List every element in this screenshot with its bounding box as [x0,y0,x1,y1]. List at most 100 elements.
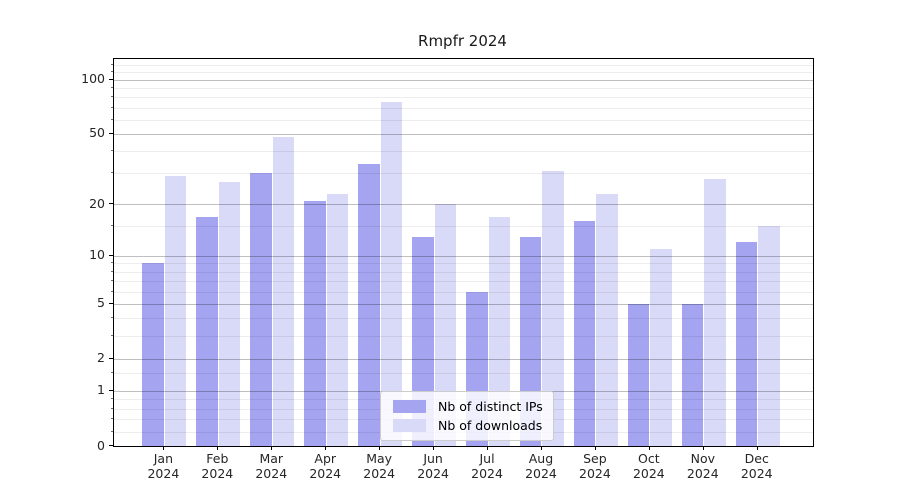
gridline-major [114,79,813,81]
gridline-minor [114,318,813,320]
gridline-minor [114,72,813,74]
y-tick-mark [109,389,113,391]
gridline-major [114,255,813,257]
x-tick-label: Dec 2024 [740,451,773,481]
x-tick-mark [487,446,489,450]
x-tick-label: Mar 2024 [255,451,288,481]
y-tick-mark [109,78,113,80]
x-tick-mark [163,446,165,450]
x-tick-label: Jan 2024 [147,451,180,481]
gridline-minor [114,87,813,89]
x-tick-mark [325,446,327,450]
y-tick-mark [109,254,113,256]
gridlines-layer [114,59,813,446]
y-minor-tick-mark [110,150,113,152]
y-tick-label: 10 [89,247,105,263]
x-tick-mark [379,446,381,450]
y-minor-tick-mark [110,279,113,281]
y-minor-tick-mark [110,334,113,336]
gridline-minor [114,107,813,109]
gridline-minor [114,280,813,282]
x-tick-label: Jul 2024 [471,451,503,481]
y-minor-tick-mark [110,430,113,432]
bar [142,263,164,446]
y-minor-tick-mark [110,118,113,120]
legend: Nb of distinct IPs Nb of downloads [380,391,554,441]
y-tick-mark [109,445,113,446]
bar [542,170,564,446]
y-tick-label: 5 [97,295,105,311]
x-tick-label: Feb 2024 [201,451,234,481]
x-tick-mark [217,446,219,450]
y-tick-label: 100 [81,71,105,87]
chart-title: Rmpfr 2024 [418,32,507,50]
gridline-major [114,303,813,305]
y-minor-tick-mark [110,224,113,226]
bar [704,178,726,446]
y-minor-tick-mark [110,172,113,174]
plot-area [113,58,814,447]
y-tick-label: 1 [97,382,105,398]
bar [488,216,511,446]
bar [304,200,326,446]
bar [573,221,596,446]
bar [250,173,272,446]
x-tick-label: Aug 2024 [525,451,557,481]
y-minor-tick-mark [110,64,113,66]
bar [380,102,403,446]
x-tick-mark [433,446,435,450]
gridline-minor [114,291,813,293]
x-tick-label: Apr 2024 [309,451,342,481]
y-minor-tick-mark [110,106,113,108]
y-tick-mark [109,357,113,359]
gridline-minor [114,271,813,273]
x-tick-mark [540,446,542,450]
y-minor-tick-mark [110,262,113,264]
y-minor-tick-mark [110,290,113,292]
x-tick-mark [594,446,596,450]
bar [735,242,758,446]
x-tick-label: Nov 2024 [686,451,719,481]
y-minor-tick-mark [110,71,113,73]
legend-item-distinct-ips: Nb of distinct IPs [393,397,543,416]
bar [627,303,650,446]
y-tick-label: 2 [97,350,105,366]
y-minor-tick-mark [110,96,113,98]
y-minor-tick-mark [110,86,113,88]
x-tick-mark [648,446,650,450]
bar [272,137,295,446]
gridline-minor [114,225,813,227]
y-minor-tick-mark [110,418,113,420]
y-minor-tick-mark [110,270,113,272]
bar [196,216,218,446]
x-tick-label: Sep 2024 [579,451,611,481]
gridline-minor [114,263,813,265]
gridline-minor [114,97,813,99]
y-tick-mark [109,203,113,205]
bar [681,303,704,446]
y-minor-tick-mark [110,407,113,409]
bar [358,163,380,446]
bar [434,204,457,446]
y-tick-mark [109,132,113,134]
bar [650,248,672,446]
gridline-minor [114,335,813,337]
bar [326,193,349,446]
gridline-minor [114,151,813,153]
gridline-major [114,204,813,206]
y-tick-label: 20 [89,195,105,211]
y-minor-tick-mark [110,372,113,374]
y-tick-label: 50 [89,125,105,141]
gridline-major [114,133,813,135]
gridline-minor [114,119,813,121]
y-minor-tick-mark [110,398,113,400]
x-tick-mark [756,446,758,450]
y-tick-mark [109,302,113,304]
legend-swatch-distinct-ips [393,400,426,413]
gridline-minor [114,65,813,67]
x-tick-label: May 2024 [363,451,396,481]
legend-item-downloads: Nb of downloads [393,416,543,435]
legend-label-distinct-ips: Nb of distinct IPs [438,399,543,414]
bar [596,193,618,446]
